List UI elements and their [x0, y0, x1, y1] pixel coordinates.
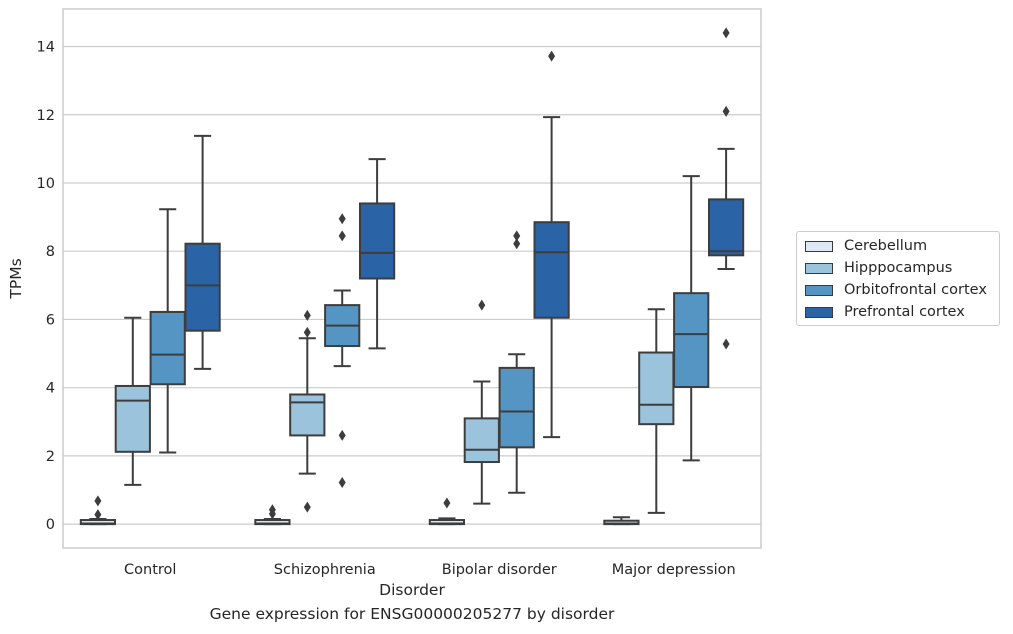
- y-tick-label: 2: [46, 449, 55, 465]
- box-iqr: [149, 310, 186, 386]
- box: [638, 308, 675, 514]
- y-tick-label: 12: [37, 108, 55, 124]
- flier-point: [338, 429, 346, 441]
- box: [149, 208, 186, 454]
- flier-point: [478, 299, 486, 311]
- y-axis-label: TPMs: [7, 258, 25, 299]
- flier-point: [338, 213, 346, 225]
- legend-label: Cerebellum: [844, 238, 928, 254]
- legend-swatch: [805, 262, 833, 274]
- x-tick-label: Schizophrenia: [274, 562, 376, 578]
- box: [498, 230, 535, 494]
- y-tick-label: 14: [37, 40, 55, 56]
- y-tick-label: 4: [46, 381, 55, 397]
- x-axis-label: Disorder: [379, 581, 445, 599]
- legend-item: Hipppocampus: [805, 257, 999, 279]
- box-iqr: [533, 221, 570, 319]
- legend: Cerebellum Hipppocampus Orbitofrontal cort…: [796, 231, 1000, 326]
- y-tick-label: 8: [46, 244, 55, 260]
- chart-caption: Gene expression for ENSG00000205277 by d…: [209, 605, 615, 623]
- flier-point: [338, 230, 346, 242]
- flier-point: [513, 238, 521, 250]
- flier-point: [94, 509, 102, 521]
- box: [673, 175, 710, 462]
- box-iqr: [184, 242, 221, 332]
- legend-swatch: [805, 284, 833, 296]
- box: [707, 27, 745, 350]
- box-iqr: [358, 202, 396, 280]
- box-iqr: [289, 393, 326, 437]
- flier-point: [303, 501, 311, 513]
- box: [358, 158, 396, 350]
- box: [428, 497, 466, 526]
- legend-swatch: [805, 240, 833, 252]
- flier-point: [303, 326, 311, 338]
- y-tick-labels: 0 2 4 6 8 10 12 14: [37, 40, 55, 534]
- x-tick-label: Bipolar disorder: [442, 562, 557, 578]
- box-iqr: [498, 366, 535, 449]
- x-tick-label: Major depression: [612, 562, 736, 578]
- flier-point: [722, 338, 730, 350]
- box: [79, 495, 117, 526]
- box: [289, 309, 326, 513]
- box: [184, 134, 221, 370]
- flier-point: [338, 477, 346, 489]
- flier-point: [722, 105, 730, 117]
- legend-swatch: [805, 306, 833, 318]
- box: [324, 213, 361, 489]
- legend-item: Cerebellum: [805, 235, 999, 257]
- box-iqr: [673, 292, 710, 388]
- legend-label: Orbitofrontal cortex: [844, 282, 987, 298]
- x-tick-labels: Control Schizophrenia Bipolar disorder Majo…: [124, 562, 736, 578]
- plot-frame: [62, 8, 762, 549]
- y-tick-label: 6: [46, 312, 55, 328]
- legend-item: Orbitofrontal cortex: [805, 279, 999, 301]
- flier-point: [94, 495, 102, 507]
- flier-point: [268, 504, 276, 516]
- flier-point: [722, 27, 730, 39]
- x-tick-label: Control: [124, 562, 176, 578]
- box: [533, 50, 570, 439]
- box-iqr: [638, 351, 675, 426]
- y-tick-label: 0: [46, 517, 55, 533]
- box: [254, 504, 291, 526]
- box: [603, 516, 640, 526]
- flier-point: [548, 50, 556, 62]
- y-tick-label: 10: [37, 176, 55, 192]
- flier-point: [303, 309, 311, 321]
- box-iqr: [707, 198, 745, 257]
- flier-point: [513, 230, 521, 242]
- box: [114, 316, 151, 486]
- legend-label: Prefrontal cortex: [844, 304, 965, 320]
- legend-item: Prefrontal cortex: [805, 301, 999, 323]
- box-iqr: [463, 417, 500, 464]
- legend-label: Hipppocampus: [844, 260, 953, 276]
- box: [463, 299, 500, 505]
- box-iqr: [114, 384, 151, 453]
- flier-point: [443, 497, 451, 509]
- boxes: [79, 27, 745, 526]
